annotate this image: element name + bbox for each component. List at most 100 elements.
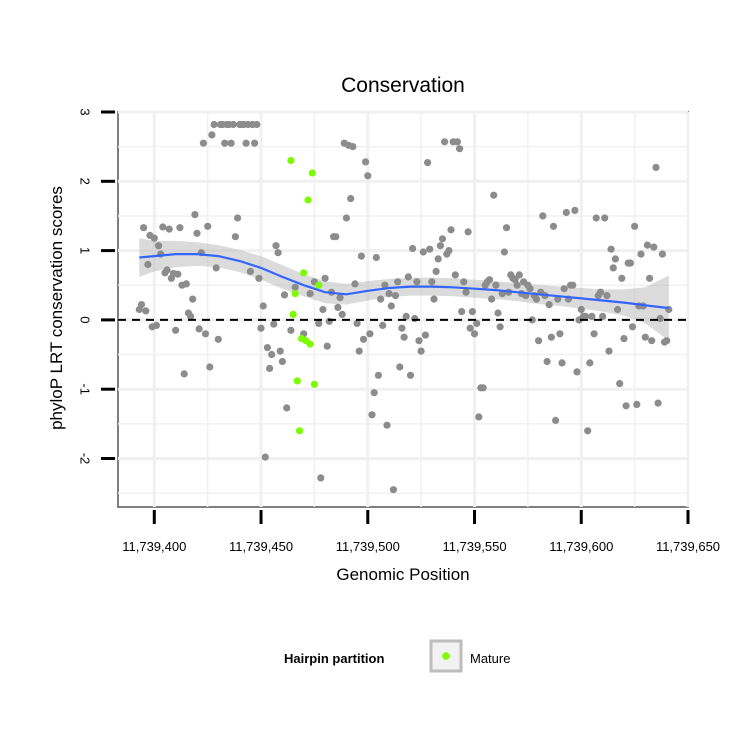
data-point: [321, 274, 329, 282]
data-point: [607, 245, 615, 253]
data-point: [601, 214, 609, 222]
data-point: [174, 270, 182, 278]
mature-point: [304, 196, 312, 204]
data-point: [620, 335, 628, 343]
data-point: [370, 389, 378, 397]
data-point: [605, 347, 613, 355]
data-point: [430, 295, 438, 303]
data-point: [658, 250, 667, 258]
data-point: [210, 120, 218, 129]
data-point: [140, 224, 148, 232]
data-point: [187, 312, 195, 320]
data-point: [364, 172, 372, 180]
data-point: [195, 325, 203, 333]
data-point: [631, 222, 639, 230]
data-point: [319, 305, 327, 314]
x-tick-label: 11,739,550: [442, 539, 506, 554]
data-point: [353, 319, 361, 327]
data-point: [212, 264, 220, 272]
data-point: [549, 222, 558, 230]
data-point: [646, 274, 654, 282]
data-point: [283, 404, 291, 412]
data-point: [539, 212, 547, 220]
mature-point: [310, 380, 318, 388]
data-point: [581, 312, 590, 320]
data-point: [637, 250, 645, 258]
legend-title: Hairpin partition: [284, 651, 384, 666]
data-point: [355, 347, 363, 355]
data-point: [652, 163, 660, 171]
data-point: [426, 245, 434, 253]
data-point: [274, 249, 282, 257]
data-point: [383, 421, 391, 429]
data-point: [253, 120, 261, 129]
data-point: [152, 321, 160, 329]
mature-point: [291, 290, 299, 298]
data-point: [500, 248, 508, 256]
data-point: [663, 337, 671, 345]
data-point: [404, 273, 412, 281]
data-points: [135, 120, 673, 494]
mature-point: [289, 310, 297, 318]
data-point: [485, 276, 494, 284]
y-tick-label: -2: [78, 453, 93, 465]
data-point: [257, 324, 265, 332]
data-point: [261, 453, 269, 461]
data-point: [611, 255, 620, 263]
data-point: [357, 252, 365, 260]
data-point: [496, 323, 504, 331]
data-point: [394, 278, 402, 286]
data-point: [622, 402, 630, 410]
data-point: [276, 347, 284, 355]
mature-point: [315, 281, 323, 289]
data-point: [569, 281, 577, 289]
data-point: [556, 330, 564, 338]
data-point: [618, 274, 626, 282]
data-point: [596, 288, 605, 296]
data-point: [291, 283, 299, 291]
data-point: [204, 222, 212, 230]
data-point: [165, 225, 173, 233]
data-point: [547, 333, 556, 341]
smooth-trend-line: [139, 253, 669, 310]
data-point: [389, 486, 397, 494]
data-point: [180, 370, 188, 378]
data-point: [462, 288, 470, 296]
data-point: [221, 139, 229, 147]
y-axis: -2 -1 0 1 2 3: [78, 108, 115, 464]
mature-point: [295, 427, 304, 435]
data-point: [577, 305, 585, 314]
data-point: [552, 416, 560, 424]
data-point: [351, 280, 359, 288]
data-point: [317, 474, 325, 482]
legend-key-marker: [442, 652, 450, 660]
x-tick-label: 11,739,450: [229, 539, 293, 554]
y-axis-title: phyloP LRT conservation scores: [47, 186, 66, 430]
data-point: [278, 357, 286, 366]
data-point: [199, 139, 207, 147]
x-axis: 11,739,400 11,739,450 11,739,500 11,739,550…: [122, 510, 720, 554]
data-point: [163, 266, 171, 274]
x-tick-label: 11,739,400: [122, 539, 186, 554]
data-point: [150, 234, 158, 242]
data-point: [532, 295, 541, 303]
data-point: [342, 214, 350, 222]
data-point: [590, 330, 598, 338]
data-point: [419, 248, 427, 256]
data-point: [562, 208, 570, 217]
data-point: [189, 295, 197, 303]
data-point: [573, 368, 581, 376]
data-point: [545, 301, 553, 309]
data-point: [406, 371, 415, 379]
data-point: [513, 281, 521, 289]
data-point: [142, 307, 150, 315]
data-point: [603, 292, 611, 300]
data-point: [359, 335, 368, 343]
data-point: [535, 337, 543, 345]
data-point: [409, 244, 417, 253]
data-point: [381, 281, 389, 289]
data-point: [502, 224, 511, 232]
data-point: [374, 371, 382, 379]
data-point: [424, 159, 432, 167]
